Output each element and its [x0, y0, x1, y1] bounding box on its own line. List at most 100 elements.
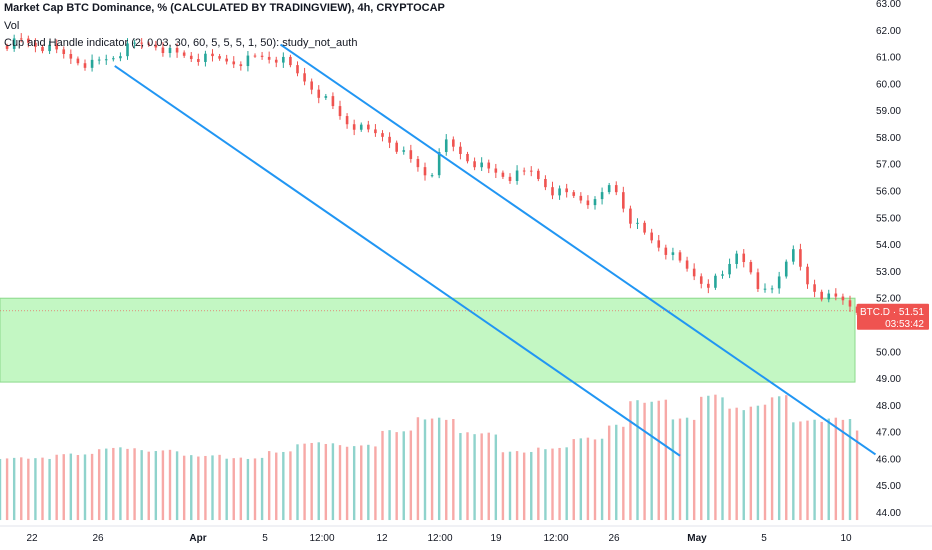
- volume-bar: [473, 434, 476, 521]
- volume-bar: [260, 457, 264, 521]
- candle-body: [636, 222, 639, 224]
- channel-upper-line[interactable]: [279, 43, 877, 456]
- volume-bar: [728, 408, 731, 521]
- candle-body: [41, 46, 44, 52]
- price-tag: [857, 303, 929, 330]
- candle-body: [416, 158, 420, 168]
- y-tick-label: 53.00: [876, 267, 901, 278]
- candle-body: [444, 139, 448, 152]
- volume-bar: [62, 454, 65, 521]
- candle-body: [402, 150, 406, 152]
- volume-bar: [197, 456, 200, 521]
- volume-bar: [395, 432, 398, 521]
- candle-body: [282, 56, 285, 63]
- volume-bar: [352, 446, 356, 521]
- candle-body: [225, 58, 228, 62]
- candle-body: [452, 139, 455, 147]
- volume-bar: [671, 419, 675, 521]
- volume-bar: [430, 418, 434, 521]
- volume-bar: [5, 458, 9, 521]
- channel-lower-line[interactable]: [114, 65, 681, 457]
- volume-bar: [126, 448, 129, 521]
- volume-bar: [721, 397, 724, 521]
- x-tick-label: 12:00: [543, 533, 568, 544]
- candle-body: [841, 296, 845, 301]
- candle-body: [699, 276, 703, 284]
- candle-body: [27, 38, 30, 43]
- candle-body: [267, 56, 271, 60]
- volume-bar: [777, 396, 781, 521]
- volume-bar: [211, 455, 214, 521]
- candle-body: [480, 162, 483, 168]
- y-tick-label: 44.00: [876, 508, 901, 519]
- price-tag-label: BTC.D · 51.51: [860, 307, 924, 318]
- volume-bar: [41, 457, 44, 521]
- candle-body: [423, 167, 427, 176]
- volume-bar: [700, 396, 703, 521]
- y-tick-label: 46.00: [876, 454, 901, 465]
- volume-bar: [48, 458, 51, 521]
- volume-bar: [600, 438, 604, 521]
- support-zone-rect[interactable]: [0, 297, 856, 383]
- candle-body: [770, 288, 774, 290]
- candle-body: [97, 59, 101, 61]
- volume-bar: [275, 452, 278, 521]
- volume-bar: [522, 452, 526, 521]
- candle-body: [126, 43, 129, 57]
- volume-bar: [296, 444, 299, 521]
- candle-body: [501, 172, 505, 177]
- volume-bar: [105, 448, 108, 521]
- volume-bar: [785, 395, 788, 521]
- x-tick-label: 26: [92, 533, 104, 544]
- candle-body: [182, 52, 186, 56]
- volume-bar: [12, 457, 16, 521]
- candle-body: [707, 283, 710, 288]
- y-tick-label: 56.00: [876, 187, 901, 198]
- candle-body: [494, 168, 498, 173]
- volume-bar: [459, 433, 462, 521]
- candle-body: [19, 38, 23, 40]
- volume-bar: [636, 400, 639, 521]
- volume-bar: [763, 404, 767, 521]
- volume-bar: [820, 421, 823, 521]
- candle-body: [359, 124, 363, 130]
- candle-body: [756, 272, 760, 289]
- candle-body: [820, 291, 823, 300]
- volume-bar: [445, 419, 448, 521]
- volume-bar: [678, 418, 682, 521]
- volume-bar: [381, 430, 384, 521]
- candle-body: [721, 274, 724, 276]
- volume-bar: [76, 455, 80, 521]
- y-tick-label: 58.00: [876, 133, 901, 144]
- volume-bar: [629, 401, 632, 521]
- candle-body: [69, 54, 73, 59]
- candle-body: [827, 293, 831, 300]
- volume-bar: [338, 445, 342, 521]
- candle-body: [175, 47, 179, 53]
- candle-body: [253, 55, 257, 57]
- volume-bar: [90, 453, 94, 521]
- volume-bar: [416, 417, 420, 521]
- volume-bar: [827, 418, 830, 521]
- volume-bar: [855, 430, 859, 521]
- x-tick-label: 12: [376, 533, 388, 544]
- volume-bar: [282, 451, 285, 521]
- candle-body: [487, 162, 491, 169]
- candle-body: [331, 96, 335, 107]
- volume-bar: [204, 455, 207, 521]
- candle-body: [522, 170, 526, 172]
- candle-body: [742, 253, 746, 263]
- candle-body: [317, 89, 321, 98]
- candle-body: [260, 55, 264, 57]
- price-axis[interactable]: [855, 0, 932, 550]
- volume-bar: [749, 406, 753, 521]
- volume-bar: [848, 419, 852, 521]
- volume-bar: [806, 420, 809, 521]
- y-tick-label: 59.00: [876, 106, 901, 117]
- volume-bar: [402, 431, 405, 521]
- volume-bar: [770, 397, 774, 521]
- candle-body: [714, 275, 717, 288]
- candle-body: [55, 44, 58, 50]
